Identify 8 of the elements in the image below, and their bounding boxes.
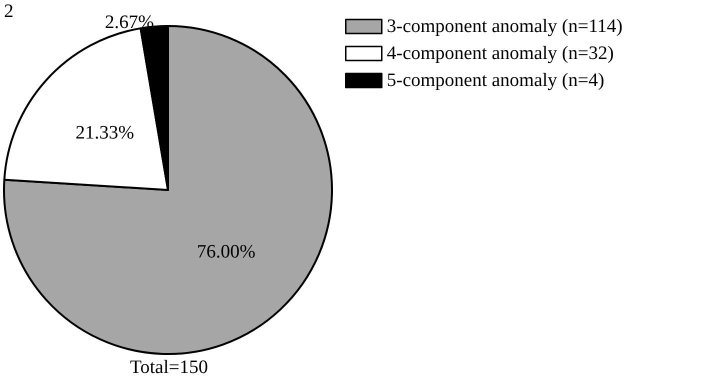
text: 2 <box>4 1 14 22</box>
data-label: 2.67% <box>104 12 154 34</box>
data-label: 76.00% <box>196 241 256 262</box>
legend-label: 5-component anomaly (n=4) <box>386 70 604 91</box>
legend-label: 4-component anomaly (n=32) <box>386 43 614 64</box>
text: Total=150 <box>130 357 208 378</box>
legend-label: 3-component anomaly (n=114) <box>386 16 623 37</box>
data-label: 21.33% <box>76 122 134 144</box>
